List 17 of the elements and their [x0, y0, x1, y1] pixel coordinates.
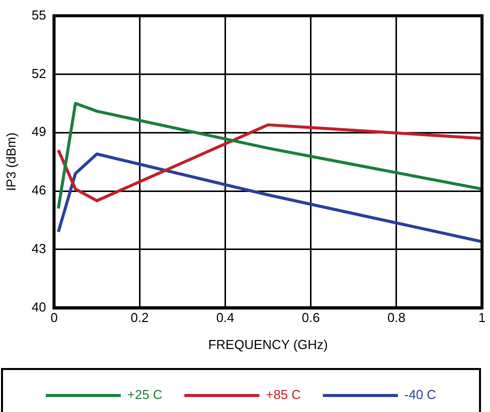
x-tick-label: 0.4 — [216, 310, 234, 326]
x-tick-label: 1 — [478, 310, 486, 326]
text: -40 C — [404, 387, 436, 402]
y-tick-label: 40 — [32, 299, 46, 314]
y-tick-label: 43 — [32, 240, 46, 256]
y-tick-label: 46 — [32, 182, 46, 198]
x-tick-label: 0.8 — [387, 310, 406, 326]
y-tick-label: 52 — [32, 66, 46, 81]
text: +25 C — [127, 387, 162, 402]
x-axis-title: FREQUENCY (GHz) — [208, 336, 328, 352]
x-tick-label: 0.2 — [130, 310, 149, 326]
y-tick-label: 55 — [32, 7, 46, 22]
text: +85 C — [266, 387, 301, 402]
y-tick-label: 49 — [32, 124, 46, 140]
x-tick-label: 0 — [50, 310, 58, 326]
y-axis-title: IP3 (dBm) — [3, 132, 18, 192]
x-tick-label: 0.6 — [302, 310, 320, 326]
